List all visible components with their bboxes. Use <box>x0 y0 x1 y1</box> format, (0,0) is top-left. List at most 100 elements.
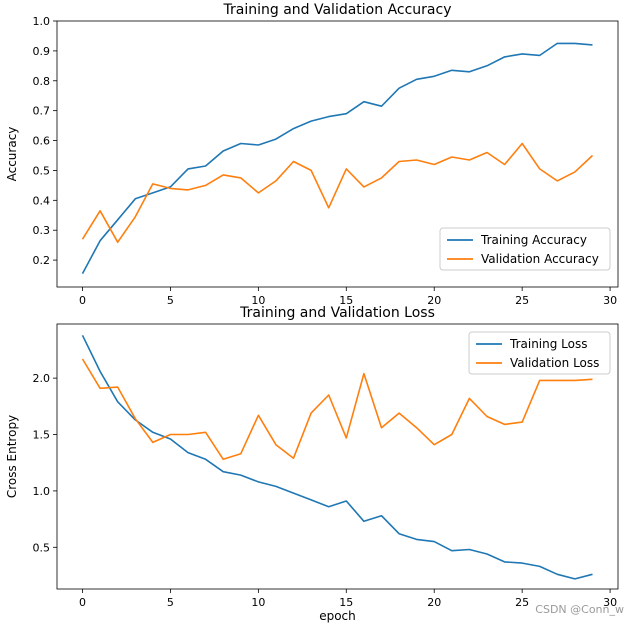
data-point <box>187 433 190 436</box>
data-point <box>591 573 594 576</box>
data-point <box>169 433 172 436</box>
data-point <box>538 54 541 57</box>
data-point <box>556 379 559 382</box>
y-tick-label: 0.8 <box>33 75 51 88</box>
data-point <box>310 498 313 501</box>
legend: Training Accuracy Validation Accuracy <box>439 227 611 271</box>
data-point <box>99 387 102 390</box>
data-point <box>292 160 295 163</box>
data-point <box>134 417 137 420</box>
y-tick-label: 1.5 <box>33 429 51 442</box>
x-tick-label: 15 <box>339 294 353 307</box>
plot-frame <box>56 20 619 288</box>
data-point <box>239 452 242 455</box>
data-point <box>345 500 348 503</box>
x-tick-label: 5 <box>167 596 174 609</box>
x-tick-label: 25 <box>515 596 529 609</box>
x-tick-label: 10 <box>251 596 265 609</box>
data-point <box>310 120 313 123</box>
data-point <box>433 443 436 446</box>
x-tick-label: 30 <box>603 294 617 307</box>
data-point <box>116 400 119 403</box>
data-point <box>99 209 102 212</box>
x-axis-label: epoch <box>319 609 356 623</box>
data-point <box>204 431 207 434</box>
data-point <box>151 441 154 444</box>
data-point <box>257 480 260 483</box>
x-tick-label: 25 <box>515 294 529 307</box>
x-tick-label: 20 <box>427 596 441 609</box>
data-point <box>521 142 524 145</box>
data-point <box>239 142 242 145</box>
data-point <box>187 188 190 191</box>
series-line-1 <box>81 358 593 461</box>
data-point <box>274 138 277 141</box>
data-point <box>134 197 137 200</box>
data-point <box>274 443 277 446</box>
data-point <box>485 415 488 418</box>
data-point <box>151 182 154 185</box>
data-point <box>204 164 207 167</box>
data-point <box>292 492 295 495</box>
data-point <box>99 239 102 242</box>
x-tick-label: 20 <box>427 294 441 307</box>
x-tick-label: 15 <box>339 596 353 609</box>
data-point <box>450 155 453 158</box>
series-line-0 <box>81 334 593 580</box>
data-point <box>503 560 506 563</box>
data-point <box>204 184 207 187</box>
data-point <box>380 426 383 429</box>
legend-label: Validation Accuracy <box>481 252 599 266</box>
data-point <box>433 540 436 543</box>
legend-box <box>468 331 611 375</box>
data-point <box>274 485 277 488</box>
y-tick-label: 0.5 <box>33 541 51 554</box>
y-tick-label: 0.2 <box>33 254 51 267</box>
data-point <box>556 42 559 45</box>
data-point <box>556 179 559 182</box>
x-tick-label: 0 <box>79 294 86 307</box>
data-point <box>450 69 453 72</box>
data-point <box>151 191 154 194</box>
y-tick-label: 0.7 <box>33 105 51 118</box>
data-point <box>362 372 365 375</box>
data-point <box>415 538 418 541</box>
data-point <box>573 42 576 45</box>
y-tick-label: 1.0 <box>33 485 51 498</box>
y-tick-label: 1.0 <box>33 15 51 28</box>
data-point <box>257 414 260 417</box>
data-point <box>274 179 277 182</box>
chart-title: Training and Validation Accuracy <box>223 2 452 18</box>
chart-title: Training and Validation Loss <box>239 305 435 321</box>
data-point <box>521 562 524 565</box>
data-point <box>485 64 488 67</box>
data-point <box>222 470 225 473</box>
data-point <box>116 386 119 389</box>
x-tick-label: 10 <box>251 294 265 307</box>
x-tick-label: 0 <box>79 596 86 609</box>
data-point <box>450 549 453 552</box>
data-point <box>450 433 453 436</box>
x-tick-label: 5 <box>167 294 174 307</box>
data-point <box>485 151 488 154</box>
data-point <box>345 436 348 439</box>
data-point <box>116 218 119 221</box>
data-point <box>292 127 295 130</box>
data-point <box>81 272 84 275</box>
data-point <box>521 52 524 55</box>
data-point <box>292 457 295 460</box>
data-point <box>345 112 348 115</box>
data-point <box>591 43 594 46</box>
data-point <box>151 431 154 434</box>
data-point <box>380 514 383 517</box>
y-tick-label: 0.5 <box>33 164 51 177</box>
data-point <box>81 238 84 241</box>
data-point <box>398 87 401 90</box>
data-point <box>187 167 190 170</box>
data-point <box>468 158 471 161</box>
data-point <box>398 532 401 535</box>
y-tick-label: 0.4 <box>33 194 51 207</box>
data-point <box>398 412 401 415</box>
y-axis-label: Cross Entropy <box>5 415 19 498</box>
